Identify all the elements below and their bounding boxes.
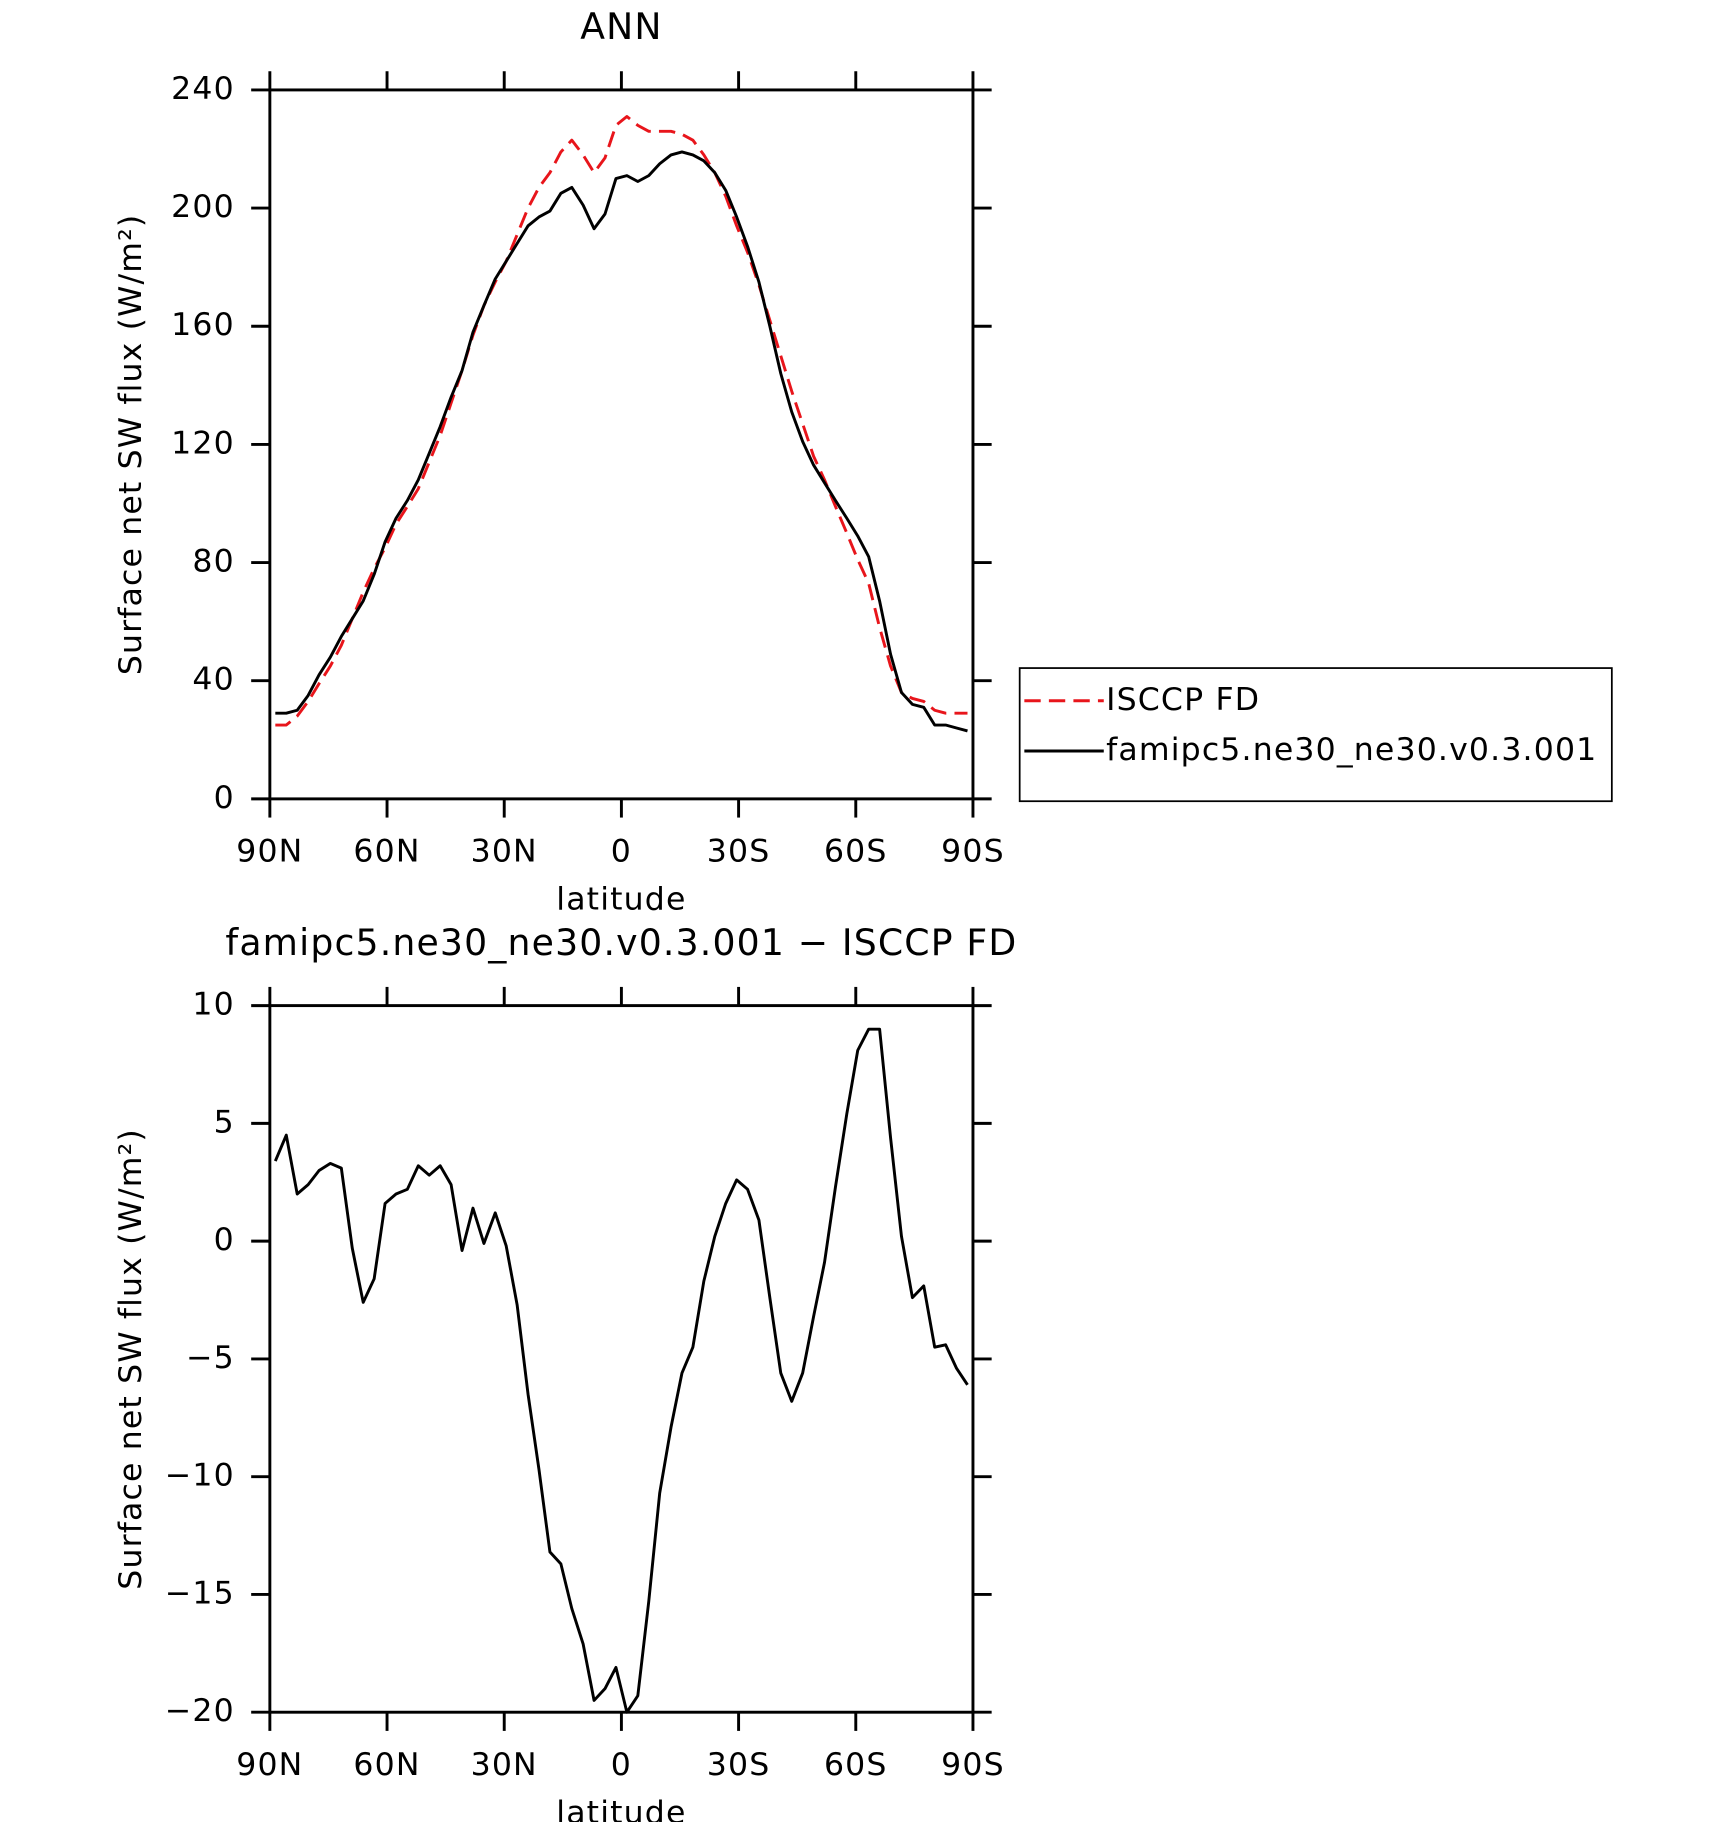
data-line xyxy=(273,1027,969,1714)
x-tick-label: 0 xyxy=(611,1747,632,1783)
x-tick-label: 60N xyxy=(353,1747,420,1783)
y-axis-label: Surface net SW flux (W/m²) xyxy=(113,214,149,676)
x-tick-label: 90N xyxy=(236,834,303,870)
y-tick-label: 40 xyxy=(192,662,234,698)
x-tick-label: 90N xyxy=(236,1747,303,1783)
plot-frame xyxy=(268,88,975,801)
legend-box xyxy=(1018,667,1613,803)
x-axis-label: latitude xyxy=(556,1795,686,1822)
plot-frame xyxy=(268,1004,975,1714)
y-tick-label: 0 xyxy=(214,780,235,816)
y-tick-label: 160 xyxy=(171,307,235,343)
data-line xyxy=(275,150,968,733)
y-tick-label: 200 xyxy=(171,189,235,225)
legend-label: ISCCP FD xyxy=(1106,682,1260,718)
legend: ISCCP FD famipc5.ne30_ne30.v0.3.001 xyxy=(1018,667,1613,803)
x-tick-label: 30S xyxy=(707,1747,771,1783)
x-tick-label: 30S xyxy=(707,834,771,870)
chart-title: famipc5.ne30_ne30.v0.3.001 − ISCCP FD xyxy=(225,921,1017,964)
y-axis-label: Surface net SW flux (W/m²) xyxy=(113,1128,149,1590)
y-tick-label: −15 xyxy=(165,1575,235,1611)
y-tick-label: 80 xyxy=(192,544,234,580)
y-tick-label: 10 xyxy=(192,987,234,1023)
y-tick-label: 0 xyxy=(214,1222,235,1258)
y-tick-label: −20 xyxy=(165,1693,235,1729)
x-tick-label: 90S xyxy=(941,834,1005,870)
y-tick-label: −5 xyxy=(186,1340,235,1376)
x-axis-label: latitude xyxy=(556,881,686,917)
x-tick-label: 90S xyxy=(941,1747,1005,1783)
x-tick-label: 30N xyxy=(471,834,538,870)
y-tick-label: −10 xyxy=(165,1458,235,1494)
y-tick-label: 240 xyxy=(171,71,235,107)
x-tick-label: 60S xyxy=(824,834,888,870)
data-line xyxy=(275,115,968,727)
legend-label: famipc5.ne30_ne30.v0.3.001 xyxy=(1106,732,1597,768)
x-tick-label: 30N xyxy=(471,1747,538,1783)
x-tick-label: 0 xyxy=(611,834,632,870)
y-tick-label: 5 xyxy=(214,1104,235,1140)
chart-title: ANN xyxy=(580,5,662,48)
x-tick-label: 60S xyxy=(824,1747,888,1783)
x-tick-label: 60N xyxy=(353,834,420,870)
y-tick-label: 120 xyxy=(171,425,235,461)
